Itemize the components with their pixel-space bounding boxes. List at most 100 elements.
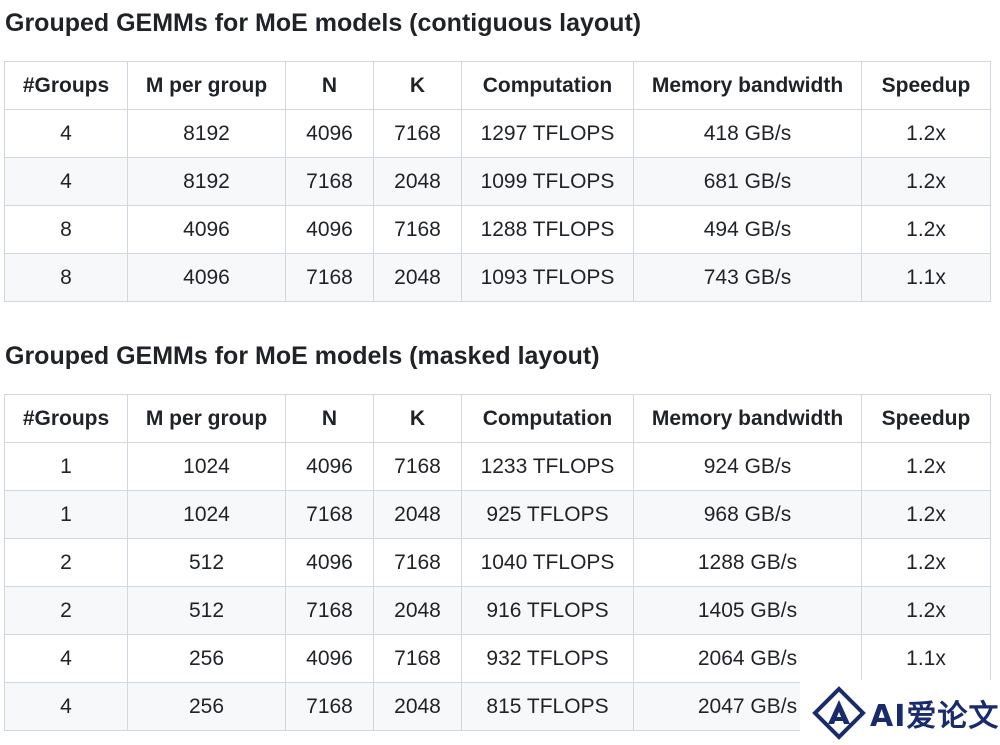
column-header: N <box>285 61 374 110</box>
table-cell: 494 GB/s <box>633 205 862 254</box>
table-cell: 4096 <box>285 634 374 683</box>
table-cell: 8192 <box>127 109 286 158</box>
table-cell: 916 TFLOPS <box>461 586 634 635</box>
column-header: K <box>373 394 462 443</box>
column-header: M per group <box>127 394 286 443</box>
table-cell: 8 <box>4 205 128 254</box>
table-cell: 7168 <box>373 109 462 158</box>
table-cell: 7168 <box>285 682 374 731</box>
table-cell: 743 GB/s <box>633 253 862 302</box>
table-cell: 7168 <box>285 490 374 539</box>
column-header: Speedup <box>861 61 991 110</box>
table-cell: 4096 <box>285 205 374 254</box>
table-cell: 4 <box>4 157 128 206</box>
column-header: Memory bandwidth <box>633 61 862 110</box>
table-cell: 4096 <box>285 442 374 491</box>
table-cell: 1 <box>4 490 128 539</box>
table-cell: 815 TFLOPS <box>461 682 634 731</box>
column-header: Computation <box>461 61 634 110</box>
table-cell: 1288 GB/s <box>633 538 862 587</box>
table-row: 8 4096 7168 2048 1093 TFLOPS 743 GB/s 1.1x <box>4 253 991 302</box>
table-cell: 2064 GB/s <box>633 634 862 683</box>
table-cell: 1040 TFLOPS <box>461 538 634 587</box>
table-cell: 256 <box>127 682 286 731</box>
table-cell: 418 GB/s <box>633 109 862 158</box>
table-cell: 1024 <box>127 490 286 539</box>
table-cell: 2048 <box>373 157 462 206</box>
table-cell: 1093 TFLOPS <box>461 253 634 302</box>
table-cell: 1.2x <box>861 538 991 587</box>
table-cell: 968 GB/s <box>633 490 862 539</box>
table-cell: 7168 <box>373 634 462 683</box>
column-header: Memory bandwidth <box>633 394 862 443</box>
table-cell: 925 TFLOPS <box>461 490 634 539</box>
contiguous-layout-table: #Groups M per group N K Computation Memory ba… <box>4 61 991 302</box>
table-cell: 1.1x <box>861 253 991 302</box>
watermark: AI爱论文 <box>800 680 1000 745</box>
column-header: N <box>285 394 374 443</box>
table-cell: 1024 <box>127 442 286 491</box>
table-cell: 2048 <box>373 253 462 302</box>
table-cell: 4 <box>4 634 128 683</box>
table-cell: 1.2x <box>861 157 991 206</box>
section-title-contiguous: Grouped GEMMs for MoE models (contiguous… <box>5 9 642 37</box>
table-cell: 1288 TFLOPS <box>461 205 634 254</box>
table-cell: 1 <box>4 442 128 491</box>
table-cell: 512 <box>127 586 286 635</box>
table-header-row: #Groups M per group N K Computation Memory ba… <box>4 61 991 110</box>
table-cell: 7168 <box>373 442 462 491</box>
watermark-text: AI爱论文 <box>870 698 1000 734</box>
table-cell: 4096 <box>127 253 286 302</box>
a-logo-icon <box>812 685 866 740</box>
table-cell: 7168 <box>373 538 462 587</box>
table-cell: 7168 <box>285 586 374 635</box>
table-cell: 4 <box>4 682 128 731</box>
table-cell: 4096 <box>127 205 286 254</box>
masked-layout-table: #Groups M per group N K Computation Memory ba… <box>4 394 991 731</box>
column-header: #Groups <box>4 61 128 110</box>
table-cell: 1233 TFLOPS <box>461 442 634 491</box>
table-cell: 7168 <box>285 157 374 206</box>
table-cell: 1.1x <box>861 634 991 683</box>
column-header: K <box>373 61 462 110</box>
table-cell: 256 <box>127 634 286 683</box>
table-cell: 924 GB/s <box>633 442 862 491</box>
table-cell: 2 <box>4 586 128 635</box>
table-row: 4 8192 7168 2048 1099 TFLOPS 681 GB/s 1.2x <box>4 157 991 206</box>
column-header: Computation <box>461 394 634 443</box>
table-row: 4 8192 4096 7168 1297 TFLOPS 418 GB/s 1.2x <box>4 109 991 158</box>
table-cell: 681 GB/s <box>633 157 862 206</box>
table-cell: 4096 <box>285 109 374 158</box>
table-cell: 2048 <box>373 682 462 731</box>
table-cell: 1.2x <box>861 109 991 158</box>
table-cell: 4096 <box>285 538 374 587</box>
table-row: 2 512 7168 2048 916 TFLOPS 1405 GB/s 1.2x <box>4 586 991 635</box>
table-row: 2 512 4096 7168 1040 TFLOPS 1288 GB/s 1.2x <box>4 538 991 587</box>
table-cell: 1099 TFLOPS <box>461 157 634 206</box>
table-cell: 4 <box>4 109 128 158</box>
table-cell: 512 <box>127 538 286 587</box>
table-row: 1 1024 7168 2048 925 TFLOPS 968 GB/s 1.2x <box>4 490 991 539</box>
column-header: #Groups <box>4 394 128 443</box>
table-header-row: #Groups M per group N K Computation Memory ba… <box>4 394 991 443</box>
table-row: 1 1024 4096 7168 1233 TFLOPS 924 GB/s 1.2x <box>4 442 991 491</box>
table-cell: 2 <box>4 538 128 587</box>
table-cell: 1.2x <box>861 442 991 491</box>
table-cell: 2048 <box>373 490 462 539</box>
table-cell: 7168 <box>373 205 462 254</box>
table-cell: 1.2x <box>861 490 991 539</box>
table-row: 4 256 4096 7168 932 TFLOPS 2064 GB/s 1.1x <box>4 634 991 683</box>
table-row: 8 4096 4096 7168 1288 TFLOPS 494 GB/s 1.2x <box>4 205 991 254</box>
table-cell: 1405 GB/s <box>633 586 862 635</box>
table-cell: 2048 <box>373 586 462 635</box>
column-header: M per group <box>127 61 286 110</box>
table-cell: 1.2x <box>861 205 991 254</box>
column-header: Speedup <box>861 394 991 443</box>
table-cell: 8 <box>4 253 128 302</box>
table-cell: 1297 TFLOPS <box>461 109 634 158</box>
table-cell: 7168 <box>285 253 374 302</box>
table-cell: 1.2x <box>861 586 991 635</box>
table-cell: 932 TFLOPS <box>461 634 634 683</box>
section-title-masked: Grouped GEMMs for MoE models (masked lay… <box>5 342 600 370</box>
table-cell: 8192 <box>127 157 286 206</box>
